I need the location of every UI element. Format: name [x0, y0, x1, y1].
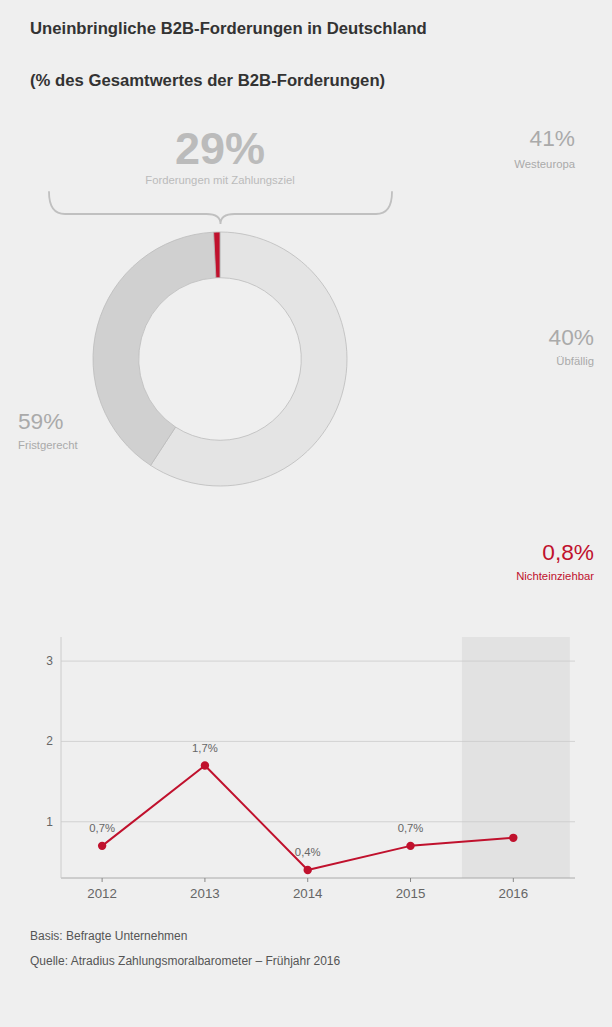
- data-label: 0,7%: [398, 822, 424, 834]
- point: [201, 761, 209, 769]
- x-axis-line: [61, 878, 575, 879]
- slice-category-label: Fristgerecht: [18, 439, 79, 451]
- y-tick-label: 2: [46, 734, 53, 748]
- slice-value-label: 40%: [549, 324, 594, 350]
- x-tick: [513, 878, 514, 882]
- annotation: 41%: [530, 125, 575, 151]
- point: [98, 842, 106, 850]
- donut-chart: Uneinbringliche B2B-Forderungen in Deuts…: [18, 19, 594, 582]
- highlight-band: [462, 637, 570, 878]
- grid-line: [61, 741, 575, 742]
- x-tick-label: 2013: [190, 886, 220, 901]
- data-label: 0,4%: [295, 846, 321, 858]
- x-tick-label: 2016: [499, 886, 529, 901]
- slice-value-label: 0,8%: [542, 539, 594, 565]
- subtitle: (% des Gesamtwertes der B2B-Forderungen): [30, 71, 385, 90]
- title: Uneinbringliche B2B-Forderungen in Deuts…: [30, 19, 427, 38]
- data-label: 0,7%: [89, 822, 115, 834]
- slice-category-label: Nichteinziehbar: [516, 570, 594, 582]
- y-tick-label: 1: [46, 815, 53, 829]
- slice: [93, 232, 216, 465]
- annotation: Westeuropa: [514, 158, 575, 170]
- point: [509, 834, 517, 842]
- point: [304, 866, 312, 874]
- annotation: Forderungen mit Zahlungsziel: [145, 174, 294, 186]
- x-tick: [204, 878, 205, 882]
- annotation: 29%: [175, 123, 265, 174]
- grid-line: [61, 821, 575, 822]
- line: [102, 766, 513, 870]
- x-tick-label: 2014: [293, 886, 323, 901]
- slice: [214, 232, 220, 278]
- background: [0, 0, 612, 1027]
- data-label: 1,7%: [192, 742, 218, 754]
- brace: [49, 192, 392, 224]
- slice-value-label: 59%: [18, 408, 63, 434]
- slices: [93, 232, 347, 486]
- y-tick-label: 3: [46, 654, 53, 668]
- plot-area: [98, 761, 518, 874]
- footer-note: Basis: Befragte Unternehmen: [30, 929, 187, 943]
- x-tick-label: 2015: [396, 886, 426, 901]
- x-tick-label: 2012: [87, 886, 117, 901]
- grid-line: [61, 661, 575, 662]
- y-axis-line: [61, 637, 62, 878]
- x-tick: [102, 878, 103, 882]
- x-tick: [307, 878, 308, 882]
- x-tick: [410, 878, 411, 882]
- point: [406, 842, 414, 850]
- figure: Uneinbringliche B2B-Forderungen in Deuts…: [0, 0, 612, 1027]
- slice-category-label: Übfällig: [556, 355, 594, 367]
- line-chart: 1 2 3 2012 2013 2014 2015 2016 0,7% 1,7% 0,4% 0,7% B…: [30, 637, 575, 968]
- footer-note: Quelle: Atradius Zahlungsmoralbarometer …: [30, 954, 340, 968]
